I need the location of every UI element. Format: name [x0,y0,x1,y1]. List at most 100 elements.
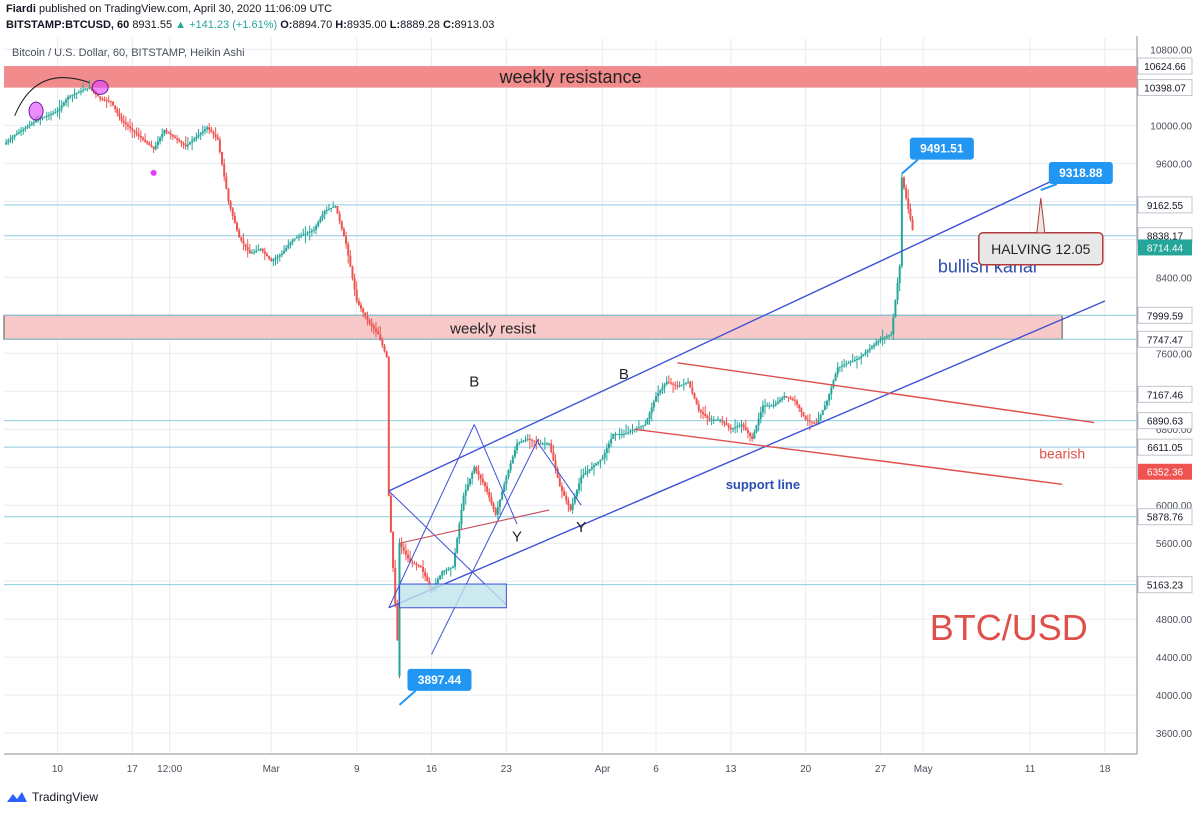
candle-body [118,113,121,117]
candle-body [372,325,375,329]
candle-body [208,127,211,130]
candle-body [120,116,123,121]
price-axis-label: 8838.17 [1147,232,1184,243]
price-chart[interactable]: 3600.004000.004400.004800.005200.005600.… [0,36,1200,786]
candle-body [150,145,153,148]
candle-body [43,116,46,118]
candle-body [811,421,814,423]
candle-body [276,256,279,259]
candle-body [637,427,640,429]
candle-body [312,229,315,231]
y-tick-label: 4800.00 [1156,615,1193,626]
candle-body [334,206,337,208]
candle-body [672,383,675,385]
candle-body [582,474,585,477]
candle-body [156,141,159,146]
symbol-label: BITSTAMP:BTCUSD, 60 [6,19,130,31]
bearish-label: bearish [1039,446,1085,462]
candle-body [475,467,478,472]
weekly-resist-label: weekly resist [449,320,537,337]
candle-body [238,230,241,238]
candle-body [620,433,623,435]
candle-body [644,424,647,426]
candle-body [597,461,600,464]
candle-body [62,102,65,106]
candle-body [488,491,491,498]
candle-body [141,137,144,140]
candle-body [657,393,660,396]
candle-body [511,456,514,464]
last-price: 8931.55 [132,19,173,31]
price-axis-label-box [1138,463,1192,480]
candle-body [766,405,769,407]
candle-body [659,390,662,394]
candle-body [122,120,125,123]
price-axis-label-box [1137,438,1193,456]
y-tick-label: 10800.00 [1150,45,1192,56]
candle-body [717,419,720,421]
candle-body [419,565,422,567]
candle-body [830,387,833,395]
x-tick-label: 13 [725,764,737,775]
candle-body [612,433,615,439]
bear-lower-trendline [634,428,1063,486]
candle-body [443,570,446,572]
candle-body [778,399,781,402]
candle-body [445,569,448,571]
price-axis-label-box [1137,79,1193,97]
candle-body [481,478,484,483]
candle-body [731,428,734,430]
candle-body [526,438,529,440]
candle-body [802,412,805,416]
price-axis-label-box [1137,508,1193,526]
candle-body [39,118,42,120]
candle-body [336,206,339,214]
candle-body [697,404,700,411]
candle-body [793,399,796,401]
candle-body [860,356,863,359]
candle-body [67,96,70,100]
candle-body [911,219,914,230]
price-callout-pointer [1040,183,1058,191]
candle-body [843,364,846,366]
candle-body [298,236,301,238]
candle-body [330,207,333,209]
candle-body [821,410,824,415]
candle-body [210,129,213,133]
candle-body [212,132,215,135]
candle-body [806,419,809,421]
price-callout-pointer [398,690,417,706]
x-tick-label: 9 [354,764,360,775]
candle-body [163,130,166,134]
x-tick-label: 18 [1099,764,1111,775]
price-axis-label: 6352.36 [1147,468,1184,479]
candle-body [505,476,508,485]
candle-body [776,401,779,404]
candle-body [736,426,739,428]
candle-body [740,424,743,426]
candle-body [492,503,495,510]
candle-body [905,188,908,199]
x-tick-label: May [914,764,933,775]
candle-body [764,405,767,407]
candle-body [900,213,903,249]
price-axis-label-box [1137,57,1193,75]
pink-dot [150,169,157,176]
y-tick-label: 6800.00 [1156,425,1193,436]
candle-body [5,142,8,145]
candle-body [11,136,14,139]
candle-body [308,231,311,233]
candle-body [436,579,439,584]
candle-body [272,259,275,262]
candle-body [135,132,138,134]
candle-body [753,432,756,439]
candle-body [223,164,226,177]
candle-body [520,441,523,443]
candle-body [300,235,303,237]
y-tick-label: 4000.00 [1156,691,1193,702]
candle-body [88,87,91,89]
candle-body [518,442,521,444]
candle-body [174,136,177,139]
candle-body [486,486,489,492]
y-tick-label: 8400.00 [1156,273,1193,284]
